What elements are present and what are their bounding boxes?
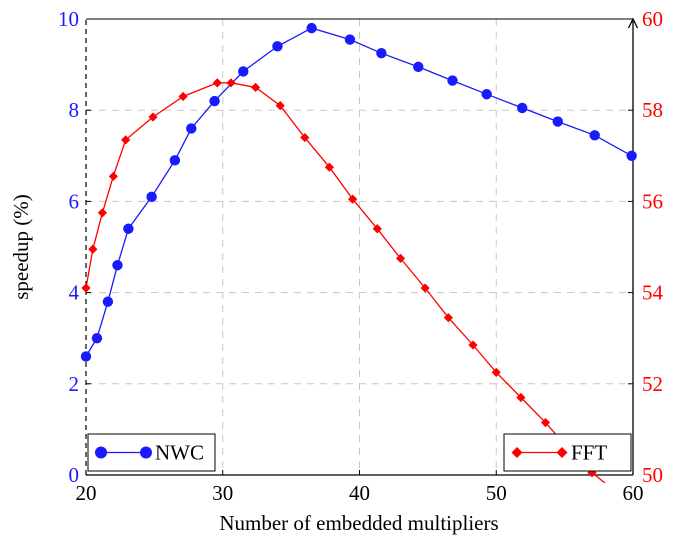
data-point-fft bbox=[324, 162, 335, 172]
data-point-nwc bbox=[552, 116, 563, 127]
data-point-fft bbox=[372, 224, 382, 234]
data-point-nwc bbox=[376, 48, 387, 59]
data-point-fft bbox=[250, 82, 261, 92]
data-point-nwc bbox=[186, 123, 197, 134]
x-tick-label: 50 bbox=[486, 481, 507, 505]
y-left-tick-label: 6 bbox=[69, 189, 80, 213]
data-point-nwc bbox=[589, 130, 600, 141]
y-right-tick-label: 54 bbox=[642, 281, 664, 305]
data-point-fft bbox=[88, 244, 98, 254]
data-point-fft bbox=[81, 283, 91, 293]
data-point-nwc bbox=[344, 34, 356, 45]
data-point-nwc bbox=[481, 89, 492, 100]
series bbox=[80, 22, 637, 483]
legend-label: NWC bbox=[155, 441, 204, 465]
data-point-nwc bbox=[209, 95, 220, 107]
y-left-tick-label: 4 bbox=[69, 281, 80, 305]
y-left-tick-label: 2 bbox=[69, 372, 80, 396]
data-point-nwc bbox=[272, 41, 283, 52]
data-point-fft bbox=[275, 101, 285, 111]
data-point-fft bbox=[148, 112, 158, 122]
legend-marker bbox=[140, 446, 152, 459]
y-right-tick-label: 60 bbox=[642, 7, 663, 31]
data-point-fft bbox=[395, 253, 406, 263]
data-point-fft bbox=[178, 91, 188, 102]
data-point-fft bbox=[97, 208, 108, 218]
legend-marker bbox=[511, 447, 523, 458]
data-point-nwc bbox=[626, 150, 637, 161]
data-point-nwc bbox=[169, 155, 181, 166]
data-point-nwc bbox=[80, 351, 92, 362]
data-point-nwc bbox=[447, 75, 458, 86]
grid bbox=[86, 19, 633, 475]
data-point-fft bbox=[212, 78, 222, 88]
data-point-nwc bbox=[102, 296, 114, 307]
y-left-tick-label: 10 bbox=[58, 7, 79, 31]
data-point-nwc bbox=[517, 102, 528, 114]
data-point-fft bbox=[587, 468, 597, 478]
data-point-nwc bbox=[306, 22, 317, 34]
data-point-fft bbox=[121, 135, 131, 145]
series-nwc bbox=[80, 22, 637, 362]
x-tick-label: 30 bbox=[212, 481, 233, 505]
x-tick-label: 40 bbox=[349, 481, 370, 505]
data-point-nwc bbox=[123, 223, 134, 234]
legend-marker bbox=[556, 447, 568, 458]
legends: NWC FFT bbox=[87, 433, 632, 472]
series-line-nwc bbox=[85, 27, 632, 357]
data-point-nwc bbox=[238, 66, 249, 77]
x-axis-title: Number of embedded multipliers bbox=[219, 511, 498, 535]
axes bbox=[85, 17, 639, 476]
data-point-fft bbox=[420, 283, 430, 293]
data-point-fft bbox=[108, 171, 118, 181]
data-point-nwc bbox=[146, 191, 157, 203]
data-point-fft bbox=[443, 313, 453, 323]
y-left-tick-label: 8 bbox=[69, 98, 80, 122]
y-axis-title: speedup (%) bbox=[9, 194, 33, 300]
data-point-fft bbox=[468, 340, 478, 350]
y-right-tick-label: 58 bbox=[642, 98, 663, 122]
y-left-tick-label: 0 bbox=[69, 463, 80, 487]
data-point-nwc bbox=[413, 61, 424, 73]
x-tick-label: 20 bbox=[76, 481, 97, 505]
legend-marker bbox=[95, 446, 107, 459]
series-fft bbox=[81, 78, 606, 483]
y-right-tick-label: 56 bbox=[642, 189, 663, 213]
data-point-fft bbox=[226, 78, 236, 88]
legend-label: FFT bbox=[571, 441, 607, 465]
data-point-fft bbox=[491, 367, 501, 377]
data-point-fft bbox=[348, 194, 358, 204]
data-point-nwc bbox=[112, 260, 123, 271]
data-point-fft bbox=[516, 392, 526, 403]
data-point-fft bbox=[300, 132, 310, 143]
data-point-nwc bbox=[91, 333, 103, 344]
y-right-tick-label: 50 bbox=[642, 463, 663, 487]
x-tick-label: 60 bbox=[623, 481, 644, 505]
data-point-fft bbox=[540, 417, 551, 428]
y-right-tick-label: 52 bbox=[642, 372, 663, 396]
legend-fft: FFT bbox=[503, 433, 632, 472]
legend-nwc: NWC bbox=[87, 433, 216, 472]
